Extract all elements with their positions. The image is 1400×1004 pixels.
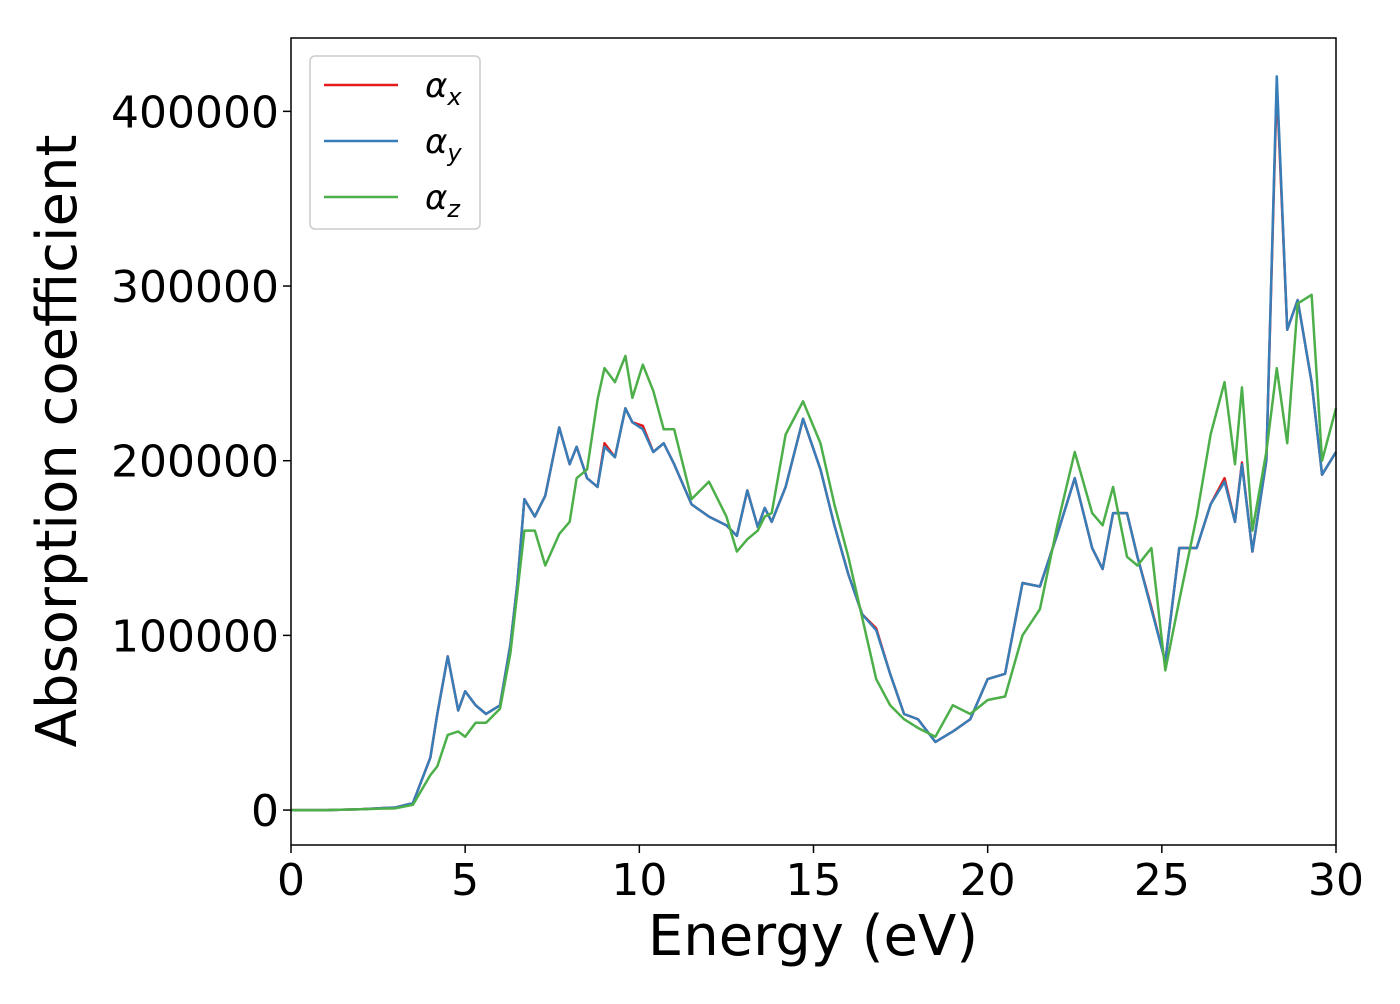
x-axis-label: Energy (eV) [648, 904, 978, 969]
x-tick-label: 25 [1134, 855, 1190, 906]
legend-label: αx [425, 66, 462, 111]
plot-frame [290, 37, 1337, 846]
legend-box [309, 55, 481, 230]
legend-label: αy [425, 122, 462, 167]
x-tick-label: 5 [451, 855, 479, 906]
data-line [291, 293, 1338, 812]
x-tick-label: 10 [611, 855, 667, 906]
y-tick-label: 300000 [111, 262, 279, 313]
legend-label: αz [425, 178, 461, 223]
y-tick-label: 0 [251, 786, 279, 837]
y-tick-label: 200000 [111, 437, 279, 488]
y-tick-label: 400000 [111, 87, 279, 138]
y-axis-label: Absorption coefficient [25, 135, 90, 748]
x-tick-label: 0 [277, 855, 305, 906]
x-tick-label: 15 [786, 855, 842, 906]
y-tick-label: 100000 [111, 611, 279, 662]
x-tick-label: 20 [960, 855, 1016, 906]
x-tick-label: 30 [1308, 855, 1364, 906]
